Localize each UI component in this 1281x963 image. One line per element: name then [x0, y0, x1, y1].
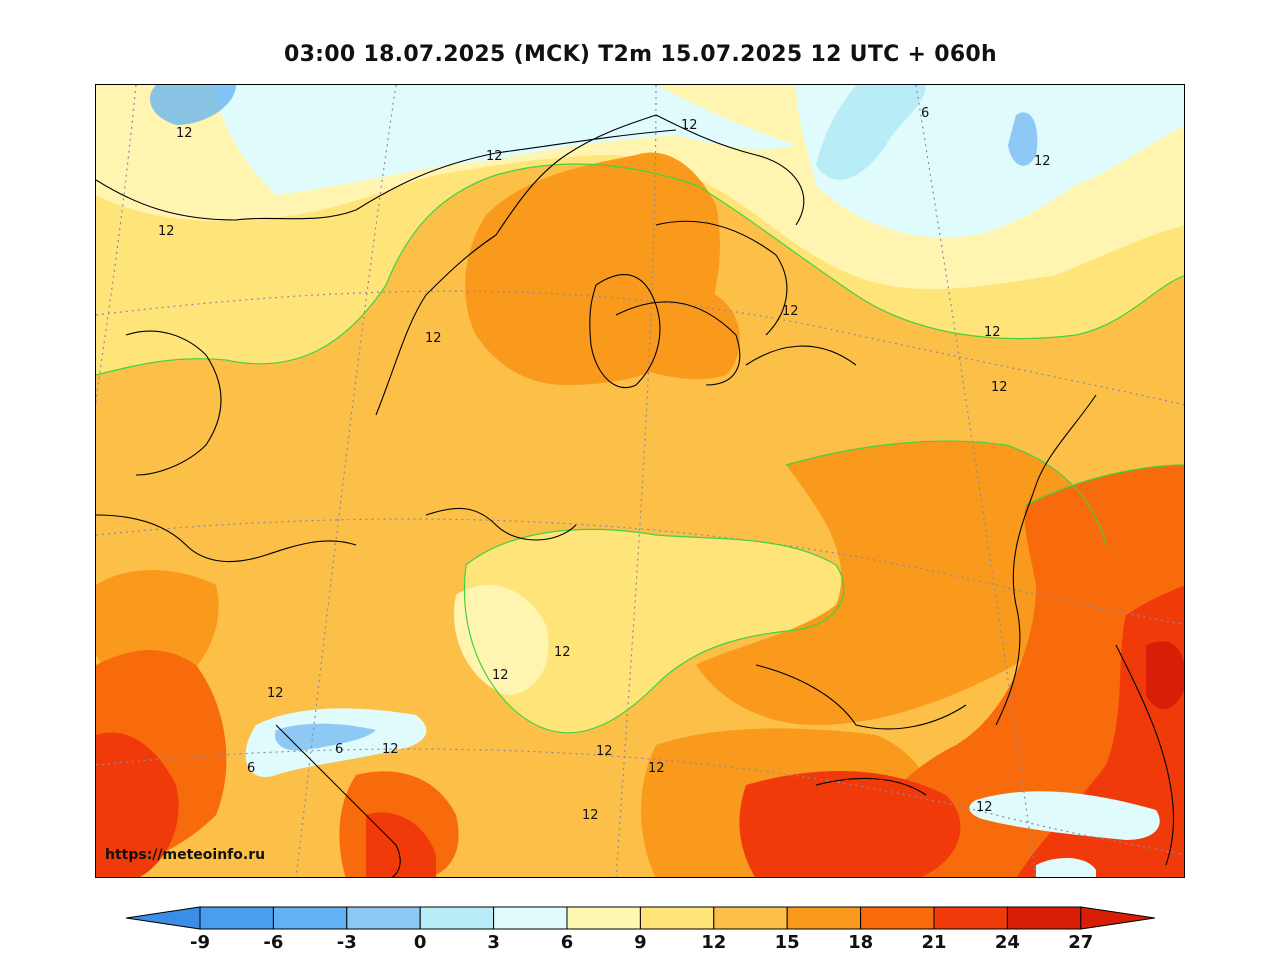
field-6-9-north-sea [216, 85, 796, 195]
field-caucasus-cold [969, 791, 1160, 840]
field-24-27-iberia [96, 732, 179, 877]
colorbar-tick-label: 12 [701, 932, 727, 953]
map-canvas: 12 12 12 12 12 12 12 12 12 12 12 12 12 1… [96, 85, 1184, 877]
contour-label: 12 [1034, 154, 1051, 169]
contour-label: 6 [335, 742, 343, 757]
colorbar-tick-label: 6 [560, 932, 574, 953]
colorbar-tick-label: 18 [848, 932, 874, 953]
field-9-12-central [454, 585, 549, 695]
contour-label: 12 [991, 380, 1008, 395]
colorbar-extend-low [126, 906, 201, 930]
colorbar-segment [786, 906, 862, 930]
colorbar-segment [639, 906, 715, 930]
colorbar-tick-label: 27 [1068, 932, 1094, 953]
colorbar-segment [199, 906, 274, 930]
colorbar-tick-label: -6 [263, 932, 284, 953]
colorbar-extend-high [1080, 906, 1155, 930]
contour-label: 12 [976, 800, 993, 815]
contour-label: 12 [267, 686, 284, 701]
field-24-27-caspian [1017, 585, 1184, 877]
field-alps-colder [275, 723, 376, 751]
contour-label: 12 [492, 668, 509, 683]
colorbar-segment [493, 906, 568, 930]
contour-label: 12 [648, 761, 665, 776]
contour-label: 12 [782, 304, 799, 319]
contour-labels: 12 12 12 12 12 12 12 12 12 12 12 12 12 1… [158, 106, 1051, 823]
contour-label: 12 [158, 224, 175, 239]
contour-label: 12 [984, 325, 1001, 340]
field-18-21-russia [696, 441, 1106, 725]
map-title: 03:00 18.07.2025 (MCK) T2m 15.07.2025 12… [283, 42, 998, 67]
contour-label: 12 [681, 118, 698, 133]
field-12-15-central [464, 529, 844, 733]
colorbar-segment [860, 906, 935, 930]
field-cold-iceland [150, 85, 236, 125]
colorbar-tick-label: 9 [634, 932, 647, 953]
field-cold-novaya [1008, 112, 1038, 166]
contour-label: 12 [382, 742, 399, 757]
colorbar-tick-label: -9 [190, 932, 210, 953]
colorbar-tick-label: 24 [994, 932, 1020, 953]
colorbar-segment [419, 906, 495, 930]
field-18-21-finland [592, 274, 740, 380]
colorbar-segment [933, 906, 1008, 930]
colorbar-tick-label: 21 [921, 932, 947, 953]
colorbar-tick-label: 15 [774, 932, 800, 953]
contour-label: 6 [247, 761, 255, 776]
contour-label: 12 [176, 126, 193, 141]
colorbar-segment [272, 906, 348, 930]
field-27-plus [1146, 641, 1184, 709]
field-3-6-white-sea [816, 85, 926, 180]
contour-label: 12 [554, 645, 571, 660]
contour-label: 6 [921, 106, 929, 121]
colorbar-segment [1006, 906, 1082, 930]
temperature-map[interactable]: 12 12 12 12 12 12 12 12 12 12 12 12 12 1… [95, 84, 1185, 878]
contour-label: 12 [582, 808, 599, 823]
colorbar-tick-label: -3 [336, 932, 357, 953]
colorbar-segment [566, 906, 641, 930]
contour-label: 12 [596, 744, 613, 759]
coastlines [96, 114, 1174, 877]
field-24-27-blacksea [739, 771, 961, 877]
watermark-url: https://meteoinfo.ru [105, 847, 266, 863]
colorbar-segment [713, 906, 788, 930]
colorbar-tick-label: 3 [487, 932, 500, 953]
graticule [96, 85, 1184, 877]
green-contours [96, 163, 1184, 734]
colorbar-tick-label: 0 [413, 932, 427, 953]
contour-label: 12 [486, 149, 503, 164]
colorbar [126, 906, 1155, 930]
field-caucasus-cold-2 [1036, 858, 1096, 877]
contour-label: 12 [425, 331, 442, 346]
colorbar-segment [346, 906, 421, 930]
field-24-27-adriatic [366, 812, 436, 877]
